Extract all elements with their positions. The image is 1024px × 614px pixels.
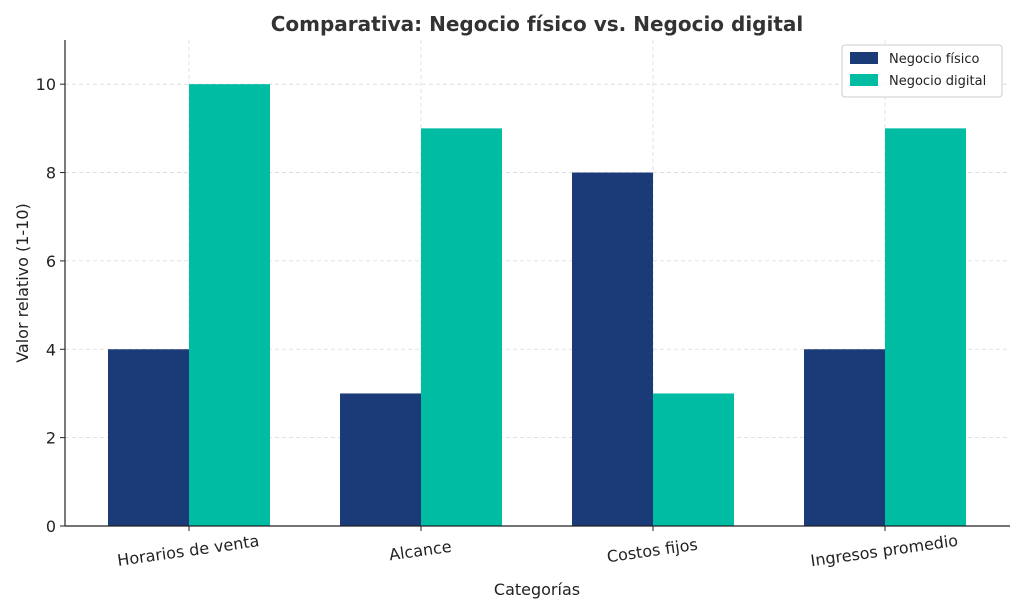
x-axis-label: Categorías [494,580,580,599]
bar-negocio-fisico [572,172,653,526]
legend-label: Negocio físico [889,52,979,67]
x-ticks: Horarios de venta Alcance Costos fijos Ingr… [116,526,959,570]
legend: Negocio físico Negocio digital [841,44,1003,98]
axes [64,40,1010,527]
y-tick-label: 2 [46,429,56,448]
bar-negocio-digital [421,128,502,526]
y-tick-label: 8 [46,164,56,183]
legend-box [841,44,1003,98]
legend-label: Negocio digital [889,74,986,89]
bar-negocio-digital [653,393,734,526]
x-tick-label: Alcance [388,537,453,565]
bar-negocio-fisico [108,349,189,526]
x-tick-label: Horarios de venta [116,531,260,570]
chart-title: Comparativa: Negocio físico vs. Negocio … [271,12,804,36]
x-tick-label: Costos fijos [606,535,699,567]
bar-negocio-fisico [804,349,885,526]
legend-swatch [850,52,878,64]
x-tick-label: Ingresos promedio [809,531,959,570]
y-tick-label: 4 [46,340,56,359]
y-tick-label: 10 [36,75,56,94]
y-tick-label: 6 [46,252,56,271]
bar-negocio-fisico [340,393,421,526]
y-ticks: 0 2 4 6 8 10 [36,75,65,536]
y-axis-label: Valor relativo (1-10) [13,203,32,363]
y-tick-label: 0 [46,517,56,536]
bar-negocio-digital [885,128,966,526]
legend-swatch [850,74,878,86]
bars-group [108,84,966,526]
bar-negocio-digital [189,84,270,526]
